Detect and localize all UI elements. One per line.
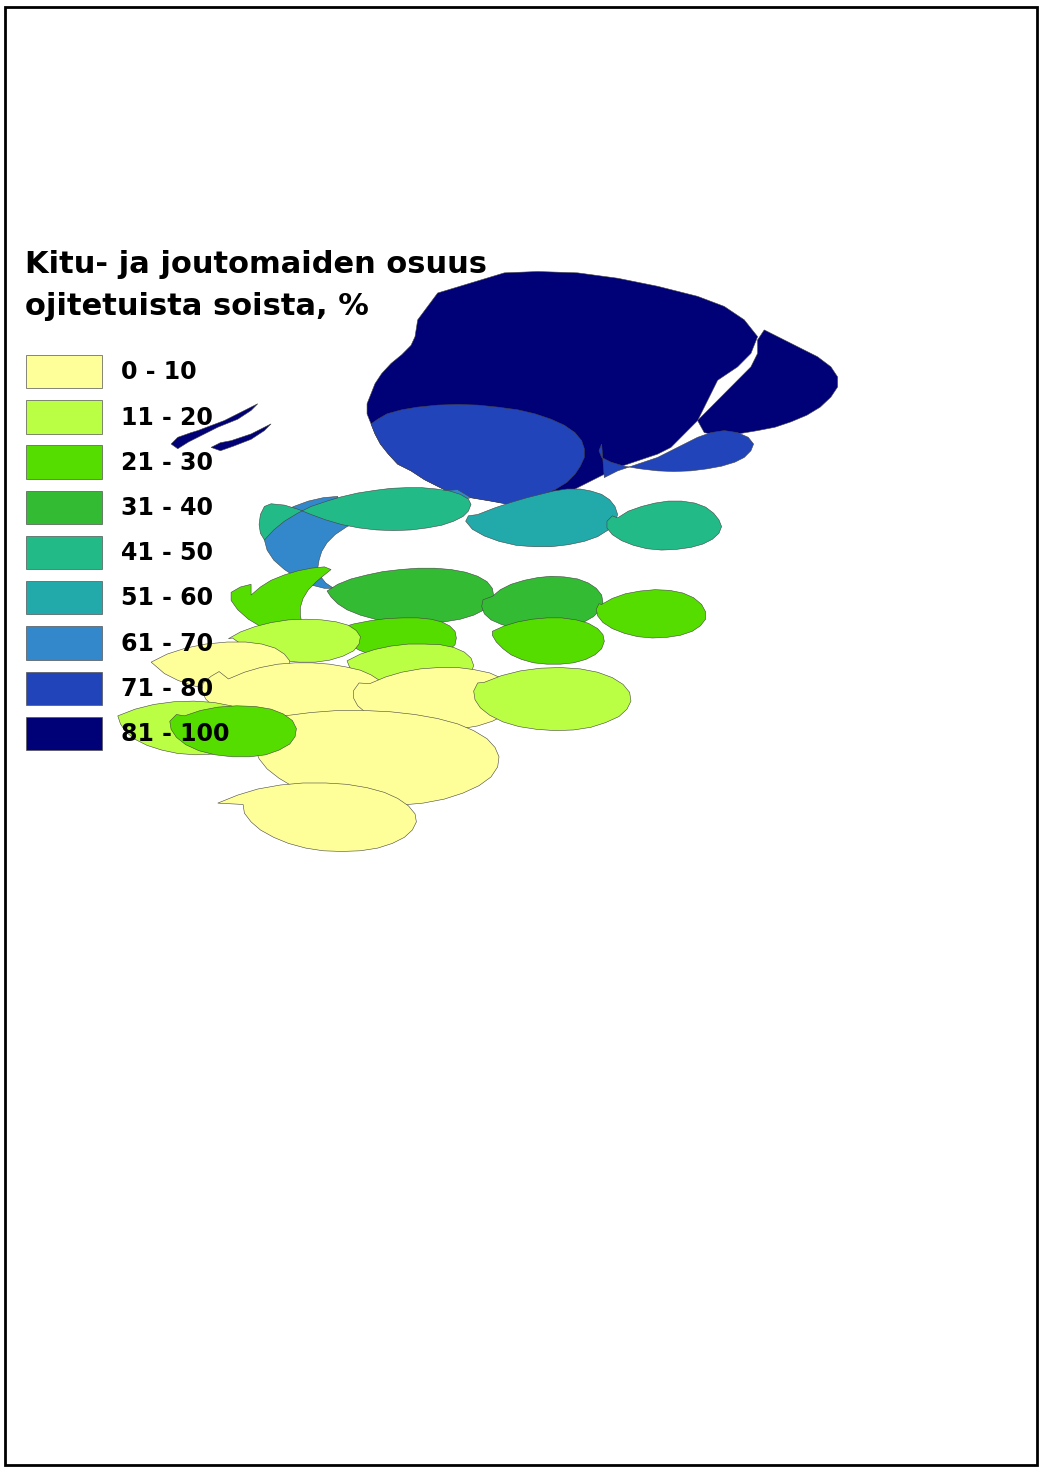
- Polygon shape: [697, 330, 838, 436]
- Polygon shape: [171, 403, 257, 449]
- Polygon shape: [151, 642, 290, 690]
- Polygon shape: [353, 667, 517, 730]
- Polygon shape: [607, 500, 722, 551]
- Polygon shape: [596, 590, 705, 637]
- Polygon shape: [265, 490, 471, 589]
- Polygon shape: [228, 620, 361, 662]
- Text: Kitu- ja joutomaiden osuus: Kitu- ja joutomaiden osuus: [25, 250, 487, 280]
- Polygon shape: [474, 667, 631, 730]
- Polygon shape: [324, 618, 456, 659]
- Polygon shape: [466, 489, 618, 546]
- Polygon shape: [492, 618, 604, 664]
- Polygon shape: [481, 576, 603, 630]
- Polygon shape: [231, 567, 331, 640]
- Legend: 0 - 10, 11 - 20, 21 - 30, 31 - 40, 41 - 50, 51 - 60, 61 - 70, 71 - 80, 81 - 100: 0 - 10, 11 - 20, 21 - 30, 31 - 40, 41 - …: [26, 355, 229, 751]
- Polygon shape: [202, 662, 387, 730]
- Polygon shape: [218, 711, 499, 805]
- Polygon shape: [259, 487, 471, 540]
- Polygon shape: [371, 405, 585, 505]
- Polygon shape: [599, 431, 753, 477]
- Polygon shape: [367, 271, 758, 505]
- Polygon shape: [347, 645, 474, 690]
- Text: ojitetuista soista, %: ojitetuista soista, %: [25, 291, 369, 321]
- Polygon shape: [170, 705, 296, 757]
- Polygon shape: [327, 568, 494, 623]
- Polygon shape: [218, 783, 417, 851]
- Polygon shape: [212, 424, 271, 450]
- Polygon shape: [118, 701, 257, 755]
